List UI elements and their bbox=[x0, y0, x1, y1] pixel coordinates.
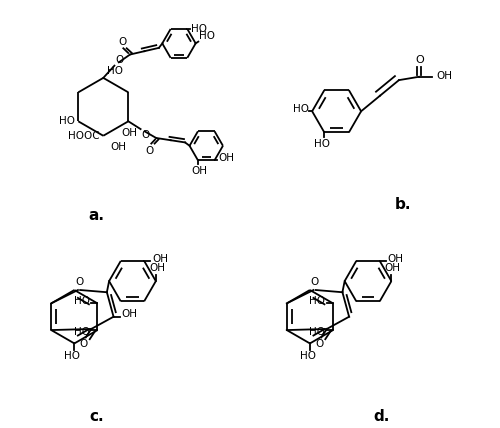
Text: OH: OH bbox=[152, 254, 168, 264]
Text: a.: a. bbox=[88, 208, 104, 223]
Text: HO: HO bbox=[74, 327, 90, 337]
Text: OH: OH bbox=[110, 143, 126, 152]
Text: HO: HO bbox=[59, 116, 75, 126]
Text: O: O bbox=[80, 339, 88, 349]
Text: HO: HO bbox=[106, 65, 122, 76]
Text: d.: d. bbox=[373, 409, 390, 425]
Text: OH: OH bbox=[122, 128, 138, 138]
Text: OH: OH bbox=[384, 263, 400, 273]
Text: OH: OH bbox=[191, 166, 207, 176]
Text: HO: HO bbox=[300, 351, 316, 361]
Text: OH: OH bbox=[122, 309, 138, 319]
Text: b.: b. bbox=[395, 197, 411, 212]
Text: OH: OH bbox=[388, 254, 404, 264]
Text: HO: HO bbox=[190, 24, 206, 34]
Text: O: O bbox=[146, 146, 154, 156]
Text: O: O bbox=[118, 37, 126, 47]
Text: O: O bbox=[416, 54, 424, 65]
Text: HO: HO bbox=[314, 139, 330, 149]
Text: HOOC: HOOC bbox=[68, 131, 100, 141]
Text: O: O bbox=[142, 130, 150, 140]
Text: HO: HO bbox=[199, 31, 215, 41]
Text: O: O bbox=[116, 54, 124, 65]
Text: OH: OH bbox=[437, 71, 453, 80]
Text: O: O bbox=[315, 339, 323, 349]
Text: OH: OH bbox=[218, 153, 234, 163]
Text: HO: HO bbox=[74, 296, 90, 306]
Text: HO: HO bbox=[64, 351, 80, 361]
Text: HO: HO bbox=[293, 104, 309, 114]
Text: O: O bbox=[310, 276, 318, 287]
Text: HO: HO bbox=[309, 296, 325, 306]
Text: HO: HO bbox=[309, 327, 325, 337]
Text: OH: OH bbox=[149, 263, 165, 273]
Text: O: O bbox=[75, 276, 83, 287]
Text: c.: c. bbox=[90, 409, 104, 425]
